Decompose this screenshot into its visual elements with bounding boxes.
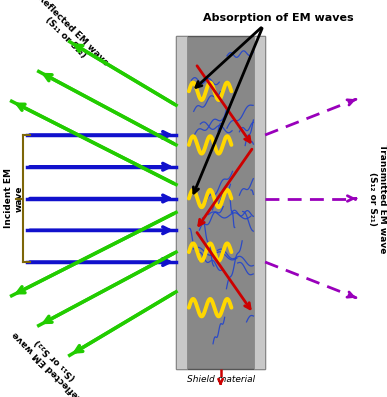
Text: Reflected EM wave
(S₁₁ or S₂₂): Reflected EM wave (S₁₁ or S₂₂) [11,322,93,397]
Text: Reflected EM wave
(S₁₁ or S₂₂): Reflected EM wave (S₁₁ or S₂₂) [29,0,111,75]
Bar [176,36,187,369]
Bar [254,36,265,369]
Text: Absorption of EM waves: Absorption of EM waves [203,13,354,23]
Text: Shield material: Shield material [187,375,255,384]
Text: Incident EM
wave: Incident EM wave [4,168,23,229]
Bar [176,36,265,369]
Text: Transmitted EM wave
(S₁₂ or S₂₁): Transmitted EM wave (S₁₂ or S₂₁) [368,144,387,253]
